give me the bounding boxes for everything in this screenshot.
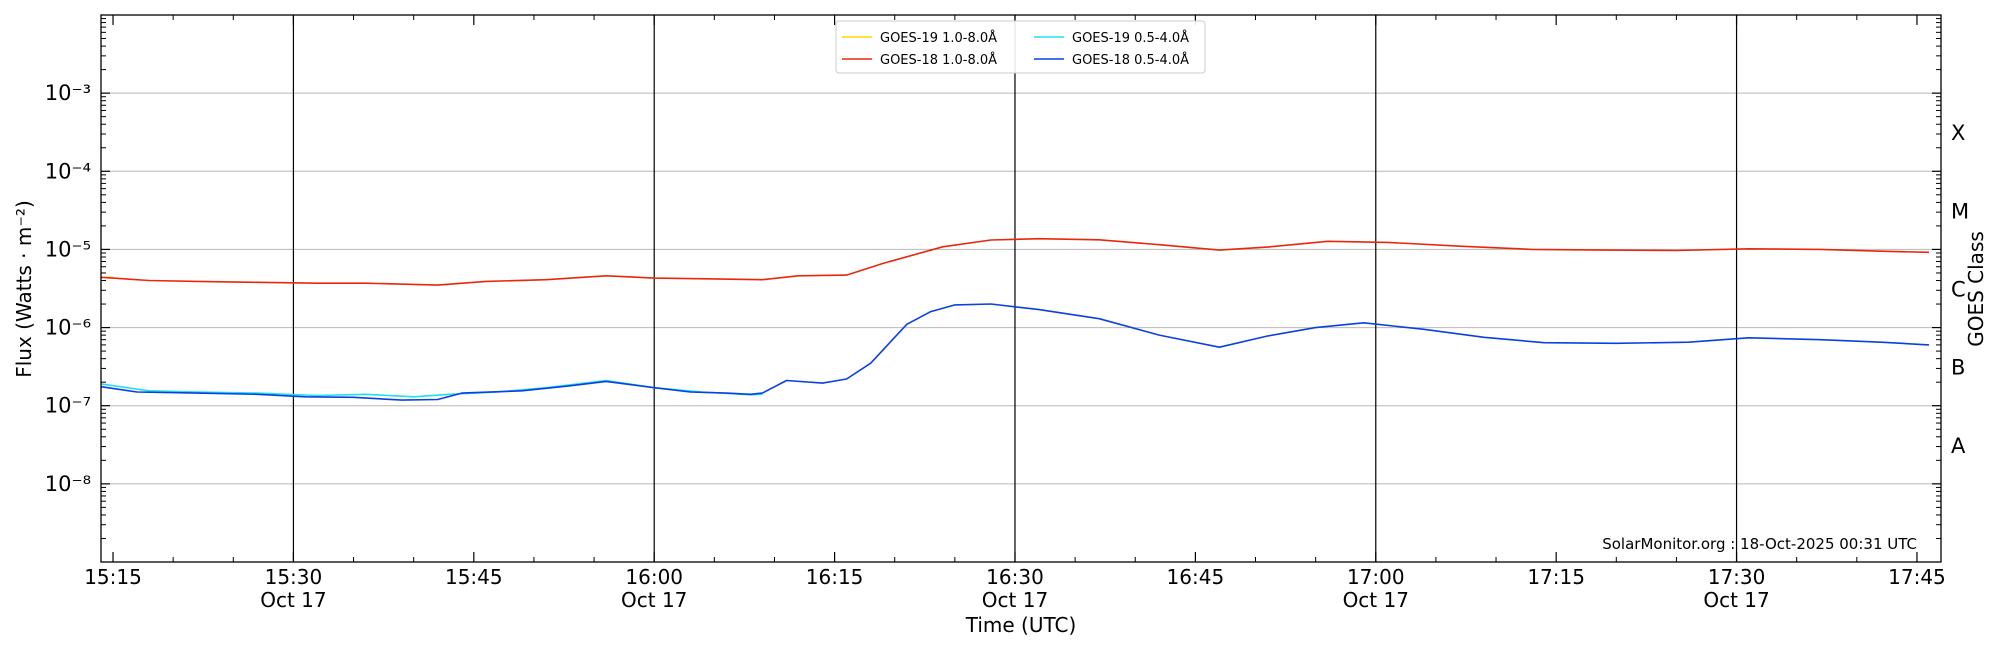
x-tick-label: 17:00 [1347,565,1405,589]
y-tick-label: 10⁻⁵ [45,237,91,261]
x-tick-label: 15:45 [445,565,503,589]
y-tick-label: 10⁻⁷ [45,394,91,418]
x-tick-label: 17:15 [1527,565,1585,589]
legend: GOES-19 1.0-8.0Å GOES-18 1.0-8.0Å GOES-19 … [835,20,1206,74]
legend-label: GOES-18 0.5-4.0Å [1072,52,1189,68]
x-tick-label: 16:15 [806,565,864,589]
legend-label: GOES-19 0.5-4.0Å [1072,30,1189,46]
plot-frame [100,14,1942,563]
grid-layer [101,92,1941,485]
x-tick-date-label: Oct 17 [621,588,687,612]
y-axis-label: Flux (Watts · m⁻²) [12,200,36,378]
tick-layer [101,15,1941,562]
goes-class-label: X [1951,121,1965,145]
x-tick-label: 16:45 [1167,565,1225,589]
series-line-1 [100,237,1930,286]
x-tick-date-label: Oct 17 [260,588,326,612]
goes-class-label: M [1951,199,1969,223]
legend-label: GOES-19 1.0-8.0Å [880,30,997,46]
y-tick-label: 10⁻³ [45,81,91,105]
y-tick-label: 10⁻⁶ [45,316,91,340]
x-tick-label: 15:30 [265,565,323,589]
legend-box [835,20,1206,74]
x-tick-label: 16:30 [986,565,1044,589]
x-tick-label: 15:15 [84,565,142,589]
goes-class-label: A [1951,434,1966,458]
source-annotation: SolarMonitor.org : 18-Oct-2025 00:31 UTC [1602,535,1917,553]
series-line-3 [100,303,1930,401]
legend-label: GOES-18 1.0-8.0Å [880,52,997,68]
x-tick-label: 16:00 [625,565,683,589]
goes-class-label: B [1951,356,1965,380]
y-tick-label: 10⁻⁸ [45,472,91,496]
x-tick-date-label: Oct 17 [982,588,1048,612]
vertical-day-lines [292,15,1738,562]
series-layer [100,237,1930,401]
x-tick-label: 17:30 [1708,565,1766,589]
goes-class-label: C [1951,278,1966,302]
x-tick-date-label: Oct 17 [1343,588,1409,612]
y-axis-right-label: GOES Class [1964,231,1988,347]
x-tick-date-label: Oct 17 [1703,588,1769,612]
y-tick-label: 10⁻⁴ [45,159,91,183]
x-axis-label: Time (UTC) [965,613,1077,637]
x-tick-label: 17:45 [1888,565,1946,589]
series-line-2 [100,379,763,398]
